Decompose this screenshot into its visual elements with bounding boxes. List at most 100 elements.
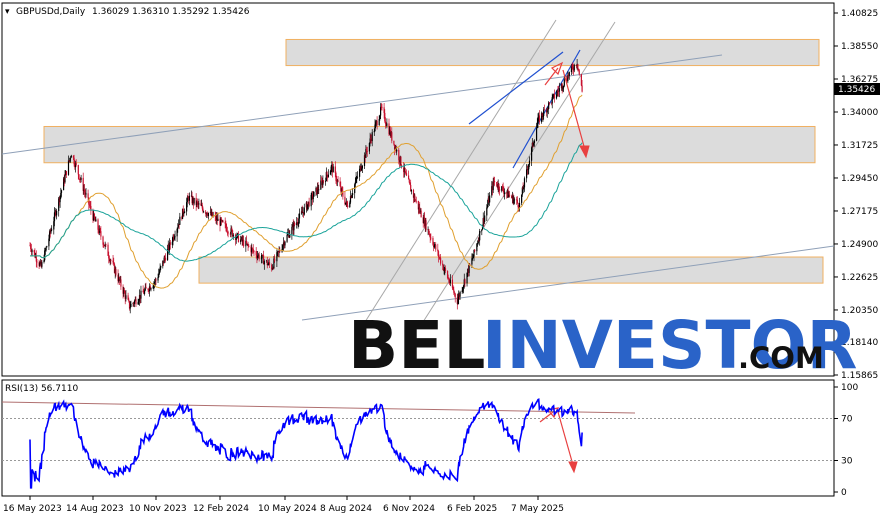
candle-body	[383, 107, 385, 113]
candle-body	[447, 277, 449, 279]
time-tick-label: 6 Nov 2024	[383, 504, 435, 514]
candle-body	[528, 164, 530, 170]
candle-body	[49, 231, 51, 233]
candle-body	[313, 191, 315, 197]
candle-body	[291, 226, 293, 235]
candle-body	[160, 266, 162, 268]
candle-body	[440, 257, 442, 264]
candle-body	[331, 164, 334, 173]
candle-body	[506, 189, 509, 194]
candle-body	[117, 274, 119, 282]
candle-body	[577, 68, 580, 71]
time-tick-label: 7 May 2025	[511, 504, 564, 514]
candle-body	[513, 199, 515, 204]
candle-body	[109, 260, 111, 262]
candle-body	[422, 217, 424, 224]
candle-body	[545, 110, 548, 113]
candle-body	[133, 300, 136, 304]
candle-body	[41, 262, 43, 267]
candle-body	[87, 193, 89, 198]
candle-body	[486, 204, 489, 208]
rsi-axis: 100 70 30 0	[834, 383, 858, 498]
candle-body	[307, 204, 309, 210]
candle-body	[560, 84, 563, 89]
price-axis: 1.40825 1.38550 1.36275 1.34000 1.31725 1.294…	[834, 9, 878, 381]
candle-body	[476, 243, 478, 252]
candle-body	[79, 178, 81, 180]
candle-body	[263, 261, 265, 265]
candle-body	[506, 192, 508, 194]
candle-body	[68, 160, 70, 162]
candle-body	[70, 157, 72, 159]
candle-body	[415, 200, 417, 202]
candle-body	[267, 264, 269, 266]
candle-body	[166, 249, 169, 261]
candle-body	[531, 147, 533, 161]
candle-body	[453, 292, 456, 294]
candle-body	[453, 289, 455, 293]
candle-body	[478, 240, 480, 242]
candle-body	[79, 179, 81, 180]
rsi-tick-label: 70	[841, 415, 853, 425]
candle-body	[398, 149, 400, 161]
candle-body	[400, 156, 402, 166]
current-price-label: 1.35426	[838, 85, 875, 95]
candle-body	[435, 244, 437, 250]
candle-body	[398, 160, 401, 163]
candle-body	[231, 230, 234, 237]
time-tick-label: 12 Feb 2024	[193, 504, 249, 514]
candle-body	[137, 302, 139, 305]
candle-body	[468, 263, 470, 273]
candle-body	[442, 265, 444, 271]
watermark-part1: BEL	[348, 307, 485, 384]
candle-body	[245, 240, 248, 244]
candle-body	[78, 174, 80, 179]
price-tick-label: 1.29450	[841, 174, 878, 184]
candle-body	[532, 142, 534, 146]
price-tick-label: 1.40825	[841, 9, 878, 19]
candle-body	[570, 65, 573, 73]
candle-body	[172, 236, 174, 242]
candle-body	[103, 244, 105, 246]
candle-body	[548, 102, 550, 109]
candle-body	[518, 202, 521, 209]
candle-body	[220, 218, 223, 222]
candle-body	[179, 216, 181, 225]
candle-body	[503, 192, 506, 194]
candle-body	[420, 210, 422, 218]
blue-channel-upper	[468, 51, 564, 125]
candle-body	[448, 278, 450, 282]
candle-body	[337, 180, 339, 182]
candle-body	[380, 106, 382, 116]
candle-body	[359, 168, 361, 177]
candle-body	[558, 91, 560, 93]
candle-body	[322, 180, 324, 186]
candle-body	[325, 172, 327, 181]
candle-body	[224, 222, 226, 224]
candle-body	[484, 215, 486, 222]
candle-body	[326, 172, 328, 175]
candle-body	[60, 190, 63, 193]
candle-body	[562, 87, 564, 89]
rsi-pane[interactable]	[1, 379, 835, 497]
candle-body	[196, 201, 198, 206]
candle-body	[296, 222, 298, 226]
candle-body	[215, 217, 218, 221]
candle-body	[340, 186, 342, 192]
candle-body	[143, 292, 145, 294]
candle-body	[98, 229, 100, 233]
candle-body	[60, 192, 62, 196]
candle-body	[77, 165, 79, 175]
candle-body	[277, 251, 279, 253]
candle-body	[260, 258, 262, 260]
candle-body	[567, 74, 569, 81]
candle-body	[493, 180, 495, 182]
candle-body	[177, 227, 179, 230]
candle-body	[246, 243, 248, 245]
candle-body	[134, 299, 136, 301]
candle-body	[572, 69, 575, 71]
candle-body	[123, 290, 125, 294]
candle-body	[449, 281, 451, 284]
candle-body	[207, 214, 209, 217]
